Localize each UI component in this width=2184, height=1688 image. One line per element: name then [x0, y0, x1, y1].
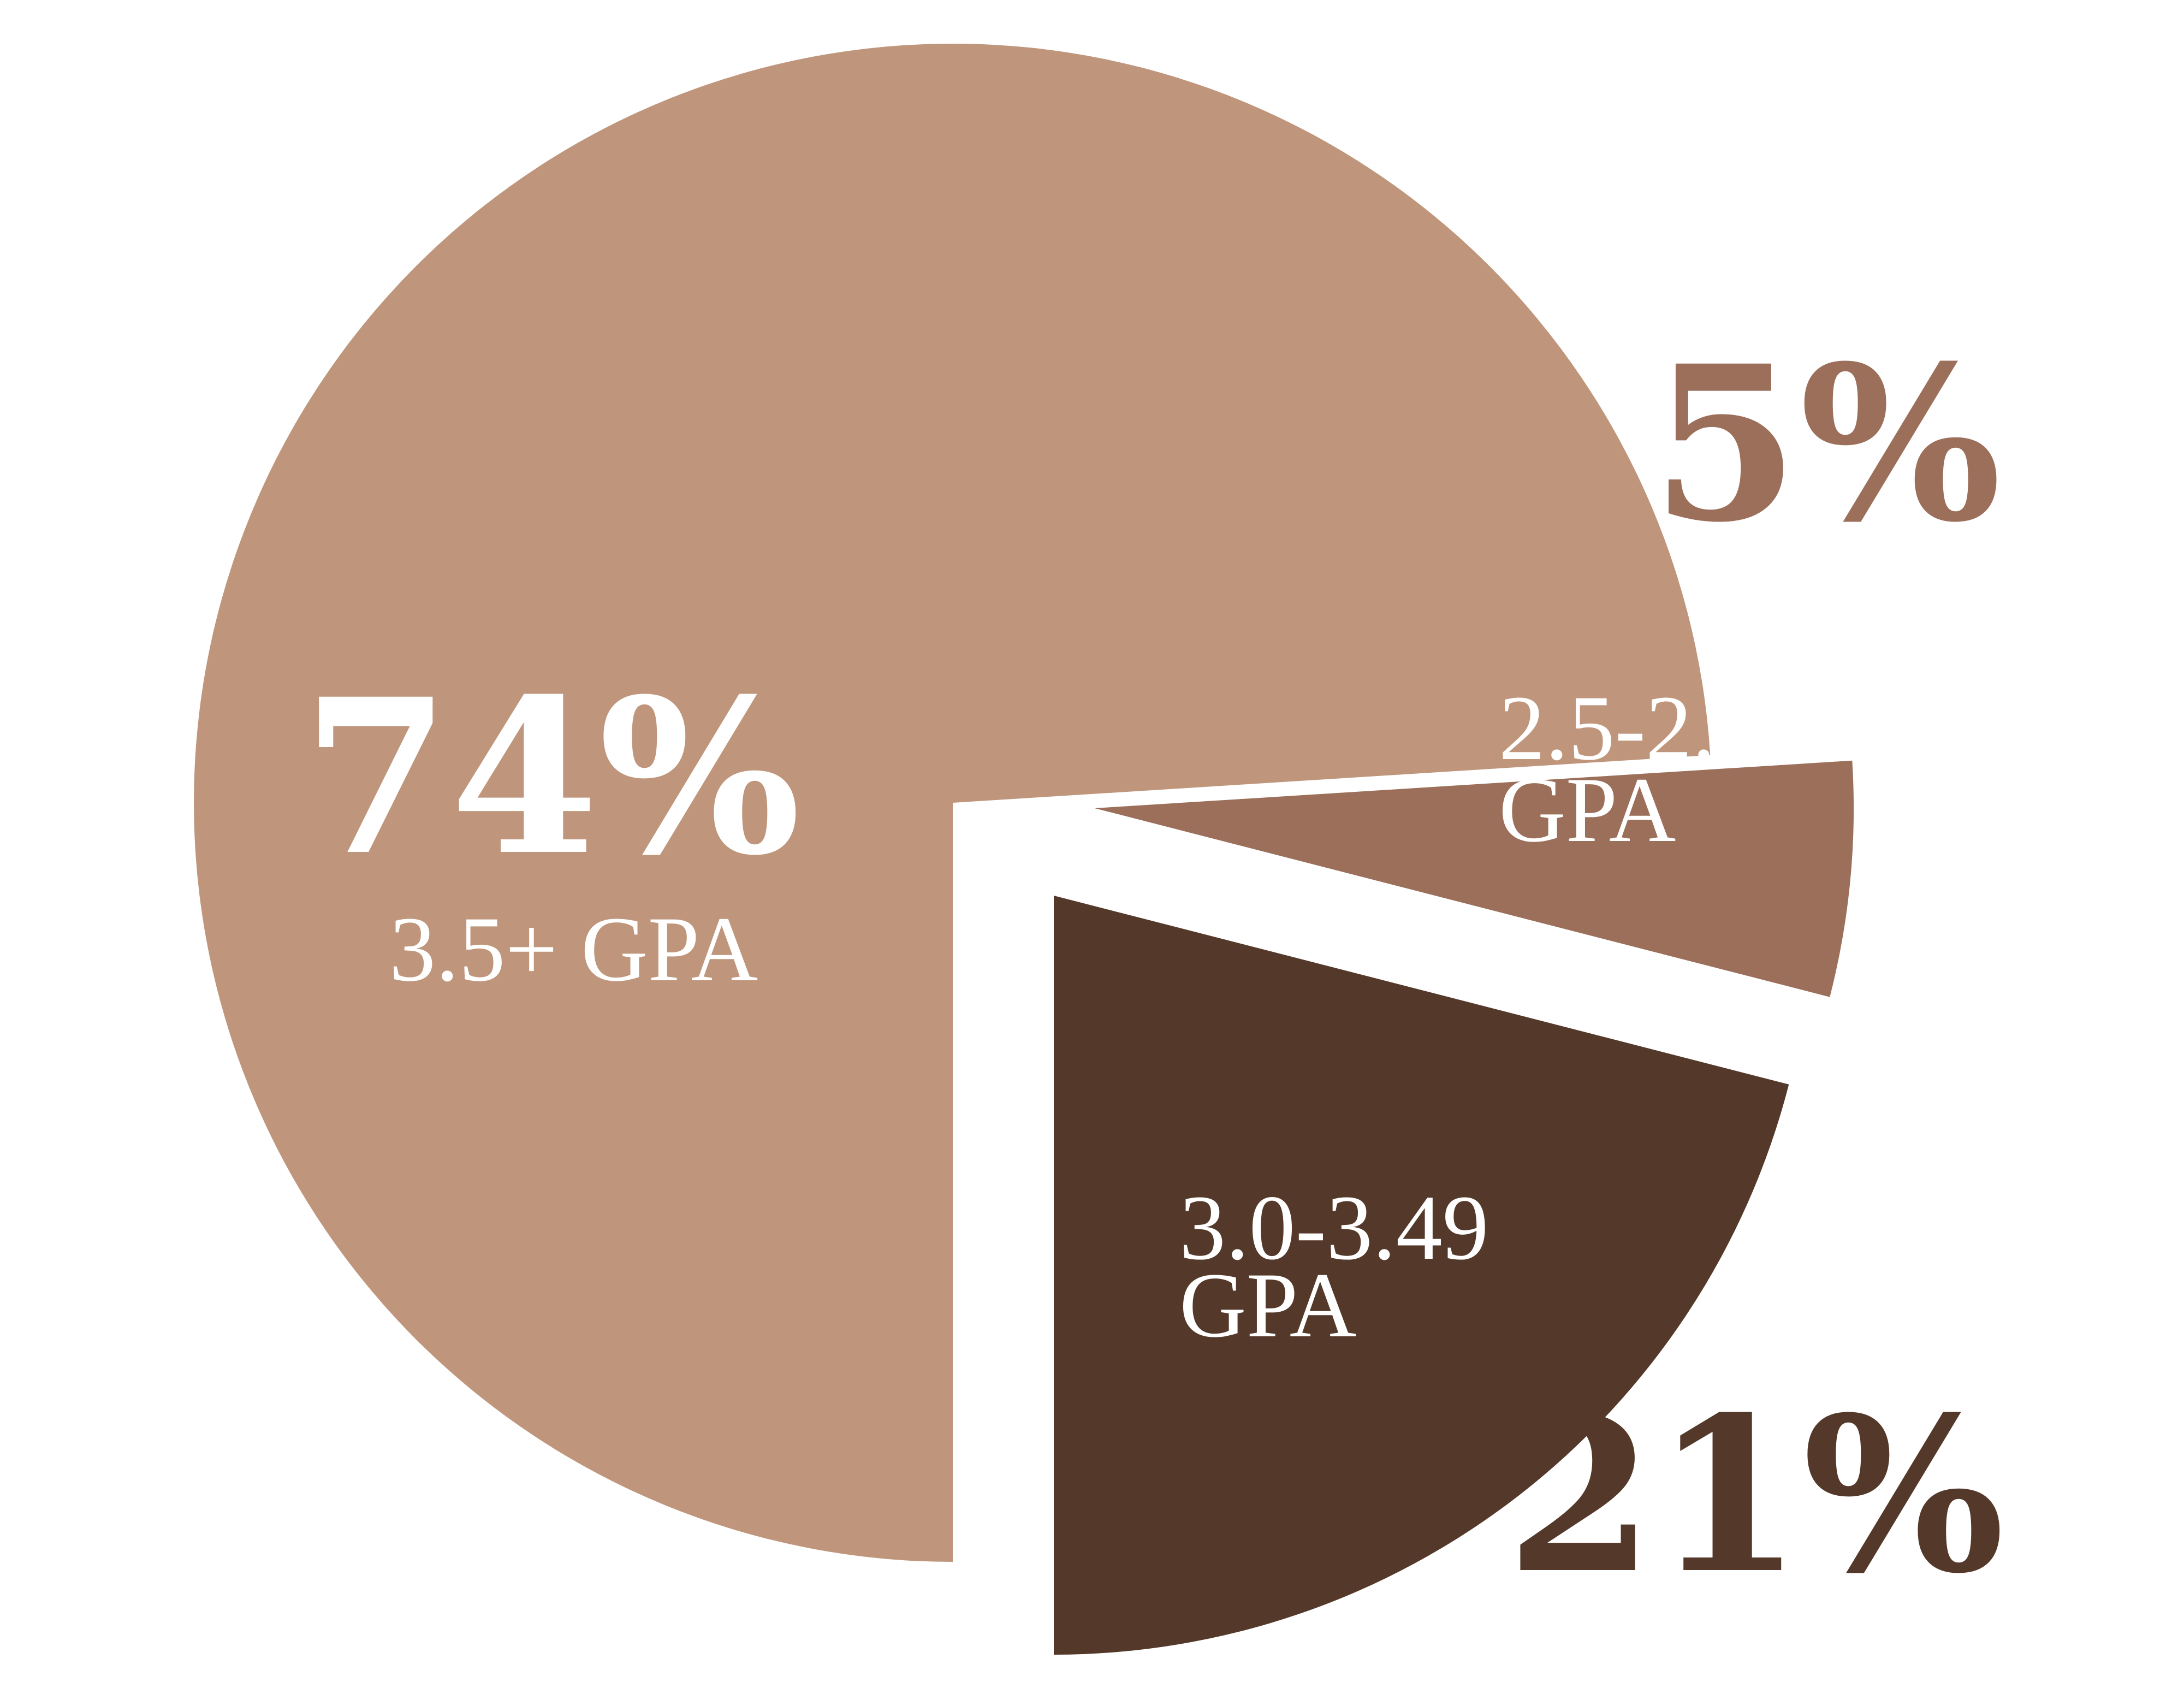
slice-category-label-2-5-2-9-unit: GPA	[1499, 759, 1676, 861]
slice-value-label-3-0-3-49: 21%	[1506, 1370, 2004, 1620]
slice-2-5-2-9	[1095, 760, 1854, 997]
slice-3-5-plus	[194, 44, 1711, 1562]
slice-category-label-3-5-plus: 3.5+ GPA	[389, 898, 758, 1000]
slice-category-label-3-0-3-49-unit: GPA	[1179, 1254, 1356, 1357]
slice-category-label-3-0-3-49-range: 3.0-3.49	[1179, 1176, 1489, 1279]
slice-value-label-3-5-plus: 74%	[302, 652, 800, 902]
slice-category-label-2-5-2-9-range: 2.5-2.9	[1499, 677, 1762, 779]
slice-category-label-3-0-3-49: 3.0-3.49 GPA	[1179, 1176, 1512, 1357]
pie-slices	[194, 44, 1854, 1655]
slice-value-label-2-5-2-9: 5%	[1651, 319, 2002, 569]
slice-category-label-2-5-2-9: 2.5-2.9 GPA	[1499, 677, 1785, 861]
slice-3-0-3-49	[1054, 896, 1789, 1655]
